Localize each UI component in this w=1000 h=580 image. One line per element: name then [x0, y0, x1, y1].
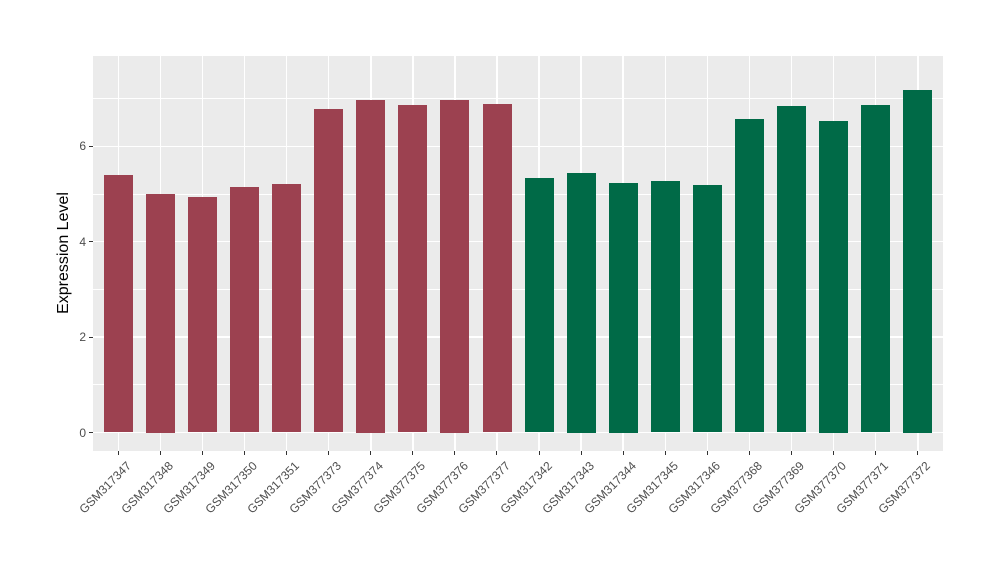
- bar-GSM317345: [650, 181, 680, 433]
- major-gridline: [93, 240, 943, 243]
- bar-GSM317350: [230, 186, 259, 433]
- x-tick: [538, 451, 540, 455]
- major-gridline: [93, 145, 943, 147]
- minor-gridline: [93, 384, 943, 386]
- x-tick: [706, 451, 708, 455]
- x-tick: [243, 451, 245, 455]
- x-tick: [117, 451, 119, 455]
- x-tick: [748, 451, 750, 455]
- y-tick: [89, 241, 93, 243]
- y-tick: [89, 145, 93, 147]
- bar-GSM317346: [692, 185, 722, 433]
- bar-GSM377377: [482, 104, 512, 433]
- bar-GSM377370: [819, 120, 849, 433]
- x-tick: [328, 451, 330, 455]
- y-tick-label: 0: [79, 425, 86, 440]
- bar-GSM377373: [314, 109, 344, 433]
- x-tick: [286, 451, 288, 455]
- x-tick: [159, 451, 161, 455]
- bar-GSM377371: [861, 105, 891, 433]
- bar-GSM317344: [608, 182, 638, 433]
- bar-GSM377376: [440, 99, 470, 433]
- x-tick: [201, 451, 203, 455]
- y-tick: [89, 336, 93, 338]
- x-tick: [917, 451, 919, 455]
- bar-GSM317348: [145, 194, 175, 433]
- y-tick: [89, 431, 93, 433]
- major-gridline: [93, 336, 943, 338]
- x-tick: [791, 451, 793, 455]
- y-axis-title: Expression Level: [55, 192, 72, 314]
- bar-GSM377372: [903, 90, 933, 433]
- y-tick-label: 2: [79, 330, 86, 345]
- bar-GSM317342: [524, 177, 554, 433]
- x-tick: [664, 451, 666, 455]
- minor-gridline: [93, 98, 943, 99]
- x-tick: [580, 451, 582, 455]
- x-tick: [875, 451, 877, 455]
- bar-GSM317351: [272, 184, 302, 433]
- bar-GSM317349: [187, 197, 217, 433]
- y-tick-label: 4: [79, 234, 86, 249]
- bar-GSM317347: [103, 174, 133, 433]
- y-tick-label: 6: [79, 139, 86, 154]
- x-tick: [622, 451, 624, 455]
- bar-GSM317343: [566, 172, 596, 433]
- bar-GSM377369: [777, 106, 806, 433]
- plot-panel: [93, 56, 943, 451]
- bar-GSM377374: [356, 99, 386, 433]
- bar-GSM377368: [734, 118, 764, 433]
- bar-GSM377375: [398, 105, 428, 433]
- x-tick: [454, 451, 456, 455]
- x-tick: [833, 451, 835, 455]
- x-tick: [496, 451, 498, 455]
- x-tick: [370, 451, 372, 455]
- minor-gridline: [93, 289, 943, 290]
- major-gridline: [93, 431, 943, 434]
- minor-gridline: [93, 193, 943, 195]
- x-tick: [412, 451, 414, 455]
